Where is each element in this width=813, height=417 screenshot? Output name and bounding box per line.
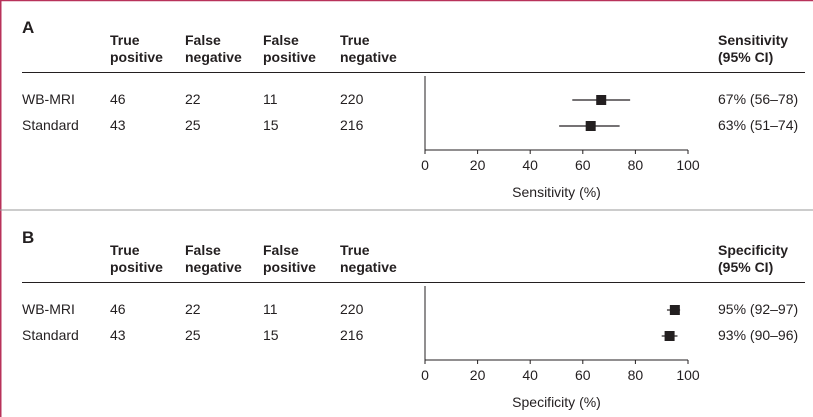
x-tick-label: 100 bbox=[676, 367, 700, 383]
row-label: WB-MRI bbox=[22, 301, 75, 317]
table-cell: 216 bbox=[340, 327, 364, 343]
table-cell: 15 bbox=[263, 117, 279, 133]
table-cell: 220 bbox=[340, 301, 364, 317]
table-cell: 216 bbox=[340, 117, 364, 133]
table-cell: 46 bbox=[110, 301, 126, 317]
point-estimate bbox=[669, 305, 680, 315]
column-header: False negative bbox=[185, 32, 242, 65]
column-header: True negative bbox=[340, 32, 397, 65]
row-label: WB-MRI bbox=[22, 91, 75, 107]
value-label: 67% (56–78) bbox=[718, 91, 799, 107]
table-cell: 11 bbox=[263, 301, 278, 317]
x-tick-label: 60 bbox=[575, 157, 591, 173]
point-estimate bbox=[585, 121, 596, 131]
column-header: False positive bbox=[263, 32, 316, 65]
table-cell: 25 bbox=[185, 117, 201, 133]
x-axis-label: Sensitivity (%) bbox=[512, 184, 601, 200]
column-header: False positive bbox=[263, 242, 316, 275]
table-cell: 25 bbox=[185, 327, 201, 343]
row-label: Standard bbox=[22, 117, 79, 133]
x-tick-label: 0 bbox=[421, 367, 429, 383]
table-cell: 220 bbox=[340, 91, 364, 107]
table-cell: 22 bbox=[185, 91, 201, 107]
x-tick-label: 100 bbox=[676, 157, 700, 173]
column-header: True positive bbox=[110, 32, 163, 65]
x-tick-label: 20 bbox=[469, 157, 486, 173]
stat-header: Specificity (95% CI) bbox=[718, 242, 789, 275]
point-estimate bbox=[596, 95, 607, 105]
x-tick-label: 0 bbox=[421, 157, 429, 173]
column-header: True positive bbox=[110, 242, 163, 275]
column-header: True negative bbox=[340, 242, 397, 275]
panel-label: B bbox=[22, 228, 35, 247]
value-label: 93% (90–96) bbox=[718, 327, 799, 343]
x-tick-label: 80 bbox=[627, 157, 644, 173]
table-cell: 15 bbox=[263, 327, 279, 343]
row-label: Standard bbox=[22, 327, 79, 343]
table-cell: 11 bbox=[263, 91, 278, 107]
stat-header: Sensitivity (95% CI) bbox=[718, 32, 789, 65]
x-tick-label: 40 bbox=[522, 157, 538, 173]
value-label: 63% (51–74) bbox=[718, 117, 799, 133]
x-tick-label: 80 bbox=[627, 367, 644, 383]
column-header: False negative bbox=[185, 242, 242, 275]
table-cell: 22 bbox=[185, 301, 201, 317]
table-cell: 43 bbox=[110, 327, 126, 343]
table-cell: 43 bbox=[110, 117, 126, 133]
x-tick-label: 20 bbox=[469, 367, 486, 383]
point-estimate bbox=[664, 331, 675, 341]
x-tick-label: 60 bbox=[575, 367, 591, 383]
table-cell: 46 bbox=[110, 91, 126, 107]
value-label: 95% (92–97) bbox=[718, 301, 799, 317]
x-tick-label: 40 bbox=[522, 367, 538, 383]
x-axis-label: Specificity (%) bbox=[512, 394, 601, 410]
panel-label: A bbox=[22, 18, 35, 37]
